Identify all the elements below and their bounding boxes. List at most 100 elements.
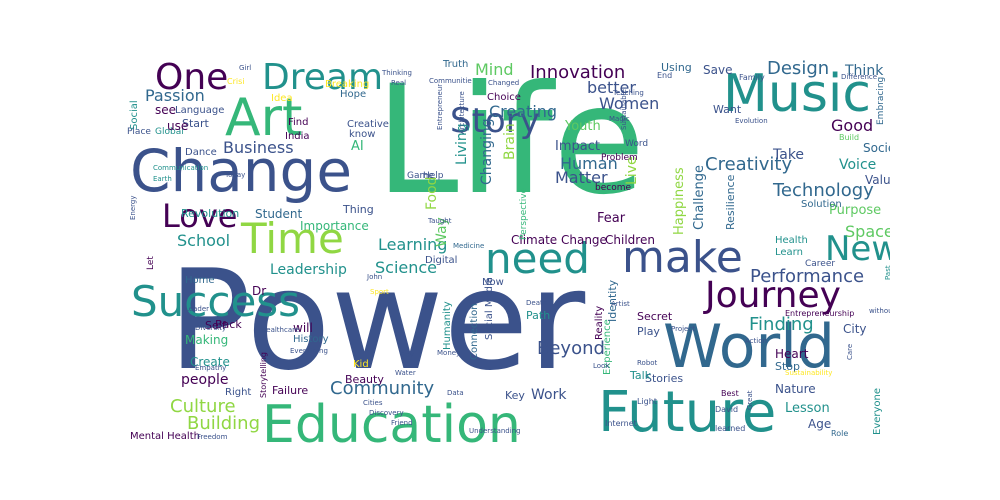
word: Design xyxy=(767,60,830,79)
word: Climate Change xyxy=(511,233,607,247)
word: Today xyxy=(225,171,246,179)
word: use xyxy=(167,119,189,133)
word: Think xyxy=(845,63,884,79)
word: Look xyxy=(593,362,610,370)
word: Diversity xyxy=(195,324,227,332)
word: Home xyxy=(185,275,215,286)
word: Create xyxy=(190,355,230,369)
word: City xyxy=(843,322,867,336)
word: Best xyxy=(721,389,739,398)
word: Dr xyxy=(252,284,267,298)
word: Culture xyxy=(170,396,236,417)
word: Evolution xyxy=(735,117,768,125)
word: Women xyxy=(599,94,660,113)
word: New xyxy=(825,229,890,269)
word: Sustainability xyxy=(785,369,833,377)
word: Creative xyxy=(347,119,389,130)
word: Embracing xyxy=(876,76,886,125)
word: Girl xyxy=(239,64,252,72)
word: Social xyxy=(129,100,140,130)
word: Good xyxy=(831,116,874,135)
word: Sport xyxy=(370,288,389,296)
word: Solution xyxy=(801,199,842,210)
word: Future xyxy=(598,380,777,445)
word: Society xyxy=(863,141,890,155)
word: Journey xyxy=(705,275,841,316)
word: Role xyxy=(831,429,849,438)
word: see xyxy=(155,103,177,117)
word: Breaking xyxy=(325,79,370,90)
word: Entrepreneurship xyxy=(785,309,855,318)
word: will xyxy=(293,321,313,335)
word: Art xyxy=(225,88,303,148)
word: Let xyxy=(146,256,156,270)
word: Empathy xyxy=(195,364,227,372)
word: Reality xyxy=(594,305,605,340)
word: Challenge xyxy=(692,165,707,230)
word: Leader xyxy=(185,305,210,313)
word: Performance xyxy=(750,266,865,287)
word: Everyone xyxy=(872,387,883,435)
word: Action xyxy=(745,337,767,345)
word: Stop xyxy=(775,360,801,373)
word: Choice xyxy=(487,92,521,103)
word: Secret xyxy=(637,310,673,323)
word: Self xyxy=(205,319,226,332)
word: Understanding xyxy=(469,427,521,435)
word: Impact xyxy=(555,139,600,154)
word: Past xyxy=(884,265,890,280)
word: learned xyxy=(715,424,746,433)
word: India xyxy=(285,131,310,142)
word: Idea xyxy=(271,93,293,104)
word: Find xyxy=(288,117,309,128)
word: Human xyxy=(560,154,618,173)
word: Place xyxy=(127,127,151,137)
word: Happiness xyxy=(672,167,687,235)
word: Voice xyxy=(839,157,877,173)
word: Data xyxy=(447,389,464,397)
word: Right xyxy=(225,387,252,398)
word: Communitie xyxy=(429,77,472,85)
word: Back xyxy=(215,318,242,331)
word: Build xyxy=(839,133,860,142)
word: Nature xyxy=(775,382,816,396)
word: Healthcare xyxy=(261,326,300,334)
word-cloud: Power Life Future Education World Change… xyxy=(125,60,890,445)
word: Play xyxy=(637,325,660,338)
word: better xyxy=(587,78,636,97)
word: Building xyxy=(187,413,261,434)
word: Purpose xyxy=(829,203,882,218)
word: Success xyxy=(131,277,301,326)
word: need xyxy=(485,234,590,283)
word: Word xyxy=(625,139,649,149)
word: Medicine xyxy=(453,242,485,250)
word: Game xyxy=(407,171,434,181)
word: Key xyxy=(505,389,525,402)
word: Using xyxy=(661,61,692,74)
word: Making xyxy=(185,333,229,347)
word: End xyxy=(657,71,673,80)
word: Youth xyxy=(565,119,601,134)
word: Student xyxy=(255,207,303,221)
word: Help xyxy=(423,171,444,181)
word: Earth xyxy=(153,175,172,183)
word: Care xyxy=(846,343,854,360)
word: Creativity xyxy=(705,154,793,175)
word: History xyxy=(293,334,329,345)
word: know xyxy=(349,129,376,140)
word: Connection xyxy=(469,303,480,360)
word: Discovery xyxy=(369,409,404,417)
word: Revolution xyxy=(181,207,240,220)
word: Education xyxy=(262,395,521,445)
word: Taught xyxy=(428,217,452,225)
word: AI xyxy=(351,139,364,154)
word: Change xyxy=(130,137,353,205)
word: Language xyxy=(175,105,225,116)
word: Value xyxy=(865,173,890,187)
word: World xyxy=(663,312,835,382)
word: Start xyxy=(182,117,209,130)
word: Light xyxy=(637,397,657,406)
word: Communication xyxy=(153,164,209,172)
word: Crisi xyxy=(227,77,245,86)
word: Mental Health xyxy=(130,431,200,442)
